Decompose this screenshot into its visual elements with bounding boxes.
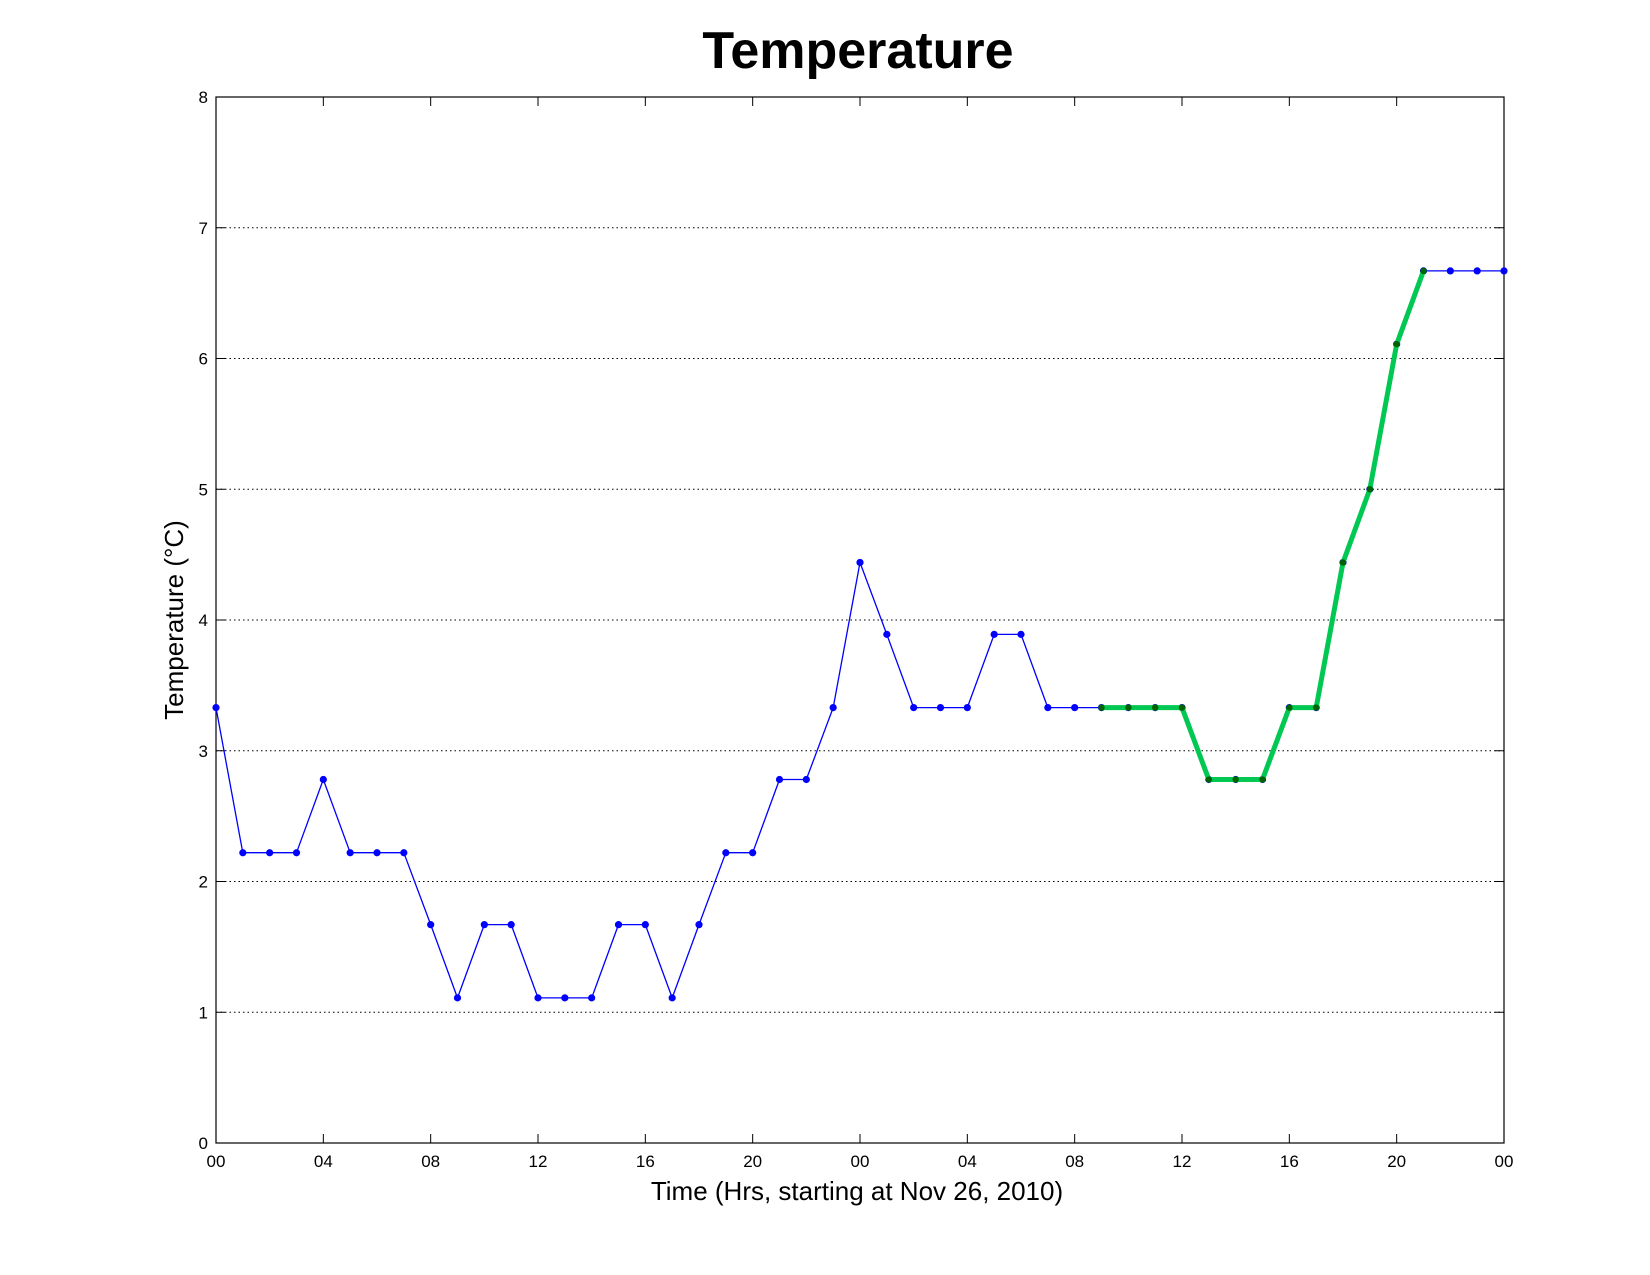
data-point [1098,704,1105,711]
data-point [910,704,918,712]
data-point [346,849,354,857]
data-point [400,849,408,857]
series-line-1 [215,270,1505,999]
x-tick-label: 00 [1495,1152,1514,1171]
data-point [266,849,274,857]
x-tick-label: 16 [636,1152,655,1171]
data-point [829,704,837,712]
data-point [507,921,515,929]
data-point [1339,559,1347,566]
data-point [802,775,810,784]
data-point [641,921,649,929]
data-point [561,994,569,1002]
data-point [695,921,703,929]
y-tick-label: 2 [199,873,208,892]
data-point [292,849,301,857]
data-point [1393,340,1400,348]
data-point [722,849,730,857]
y-tick-label: 3 [199,742,208,761]
y-axis-ticks: 0 1 2 3 4 5 6 7 8 [199,88,1504,1153]
data-point [588,994,596,1002]
x-tick-label: 08 [421,1152,440,1171]
data-point [319,775,327,784]
data-point [1151,704,1159,711]
data-series [212,267,1508,1002]
data-point [1232,776,1239,783]
y-tick-label: 6 [199,350,208,369]
y-tick-label: 0 [199,1134,208,1153]
y-axis-label: Temperature (°C) [159,520,189,720]
x-tick-label: 00 [851,1152,870,1171]
data-point [856,558,864,567]
data-point [1259,776,1266,783]
x-tick-label: 20 [1387,1152,1406,1171]
data-point [1312,704,1320,711]
x-tick-label: 12 [1173,1152,1192,1171]
y-tick-label: 8 [199,88,208,107]
x-tick-label: 12 [529,1152,548,1171]
x-tick-label: 04 [958,1152,977,1171]
x-axis-ticks: 00 04 08 12 16 20 00 04 08 12 16 20 00 [207,97,1514,1171]
data-point [1420,267,1427,275]
data-point [1017,630,1025,638]
gridlines [216,227,1504,1013]
data-point [1366,486,1374,493]
data-point [480,921,488,929]
data-point [883,630,891,638]
data-point [1071,704,1079,712]
data-point [427,921,435,929]
data-point [614,921,623,929]
y-tick-label: 7 [199,219,208,238]
data-point [239,849,247,857]
data-point [1125,704,1132,711]
data-point [1473,267,1481,275]
x-tick-label: 16 [1280,1152,1299,1171]
data-point [373,849,381,857]
data-point [1286,704,1293,711]
data-point [1178,704,1186,711]
data-point [1500,267,1508,275]
y-tick-label: 1 [199,1003,208,1022]
x-tick-label: 04 [314,1152,333,1171]
data-point [453,994,462,1002]
data-point [1446,267,1454,275]
data-point [1044,704,1052,712]
y-tick-label: 4 [199,611,208,630]
data-point [668,994,676,1002]
data-point [963,704,971,712]
chart-title: Temperature [702,22,1013,80]
data-point [990,630,998,638]
x-tick-label: 00 [207,1152,226,1171]
data-point [1205,776,1213,783]
x-axis-label: Time (Hrs, starting at Nov 26, 2010) [651,1176,1063,1206]
x-tick-label: 20 [743,1152,762,1171]
x-tick-label: 08 [1065,1152,1084,1171]
data-point [936,704,945,712]
series-line-2 [1099,268,1426,782]
data-point [749,849,757,857]
data-point [534,994,542,1002]
y-tick-label: 5 [199,480,208,499]
data-point [775,775,784,784]
data-point [212,704,220,712]
